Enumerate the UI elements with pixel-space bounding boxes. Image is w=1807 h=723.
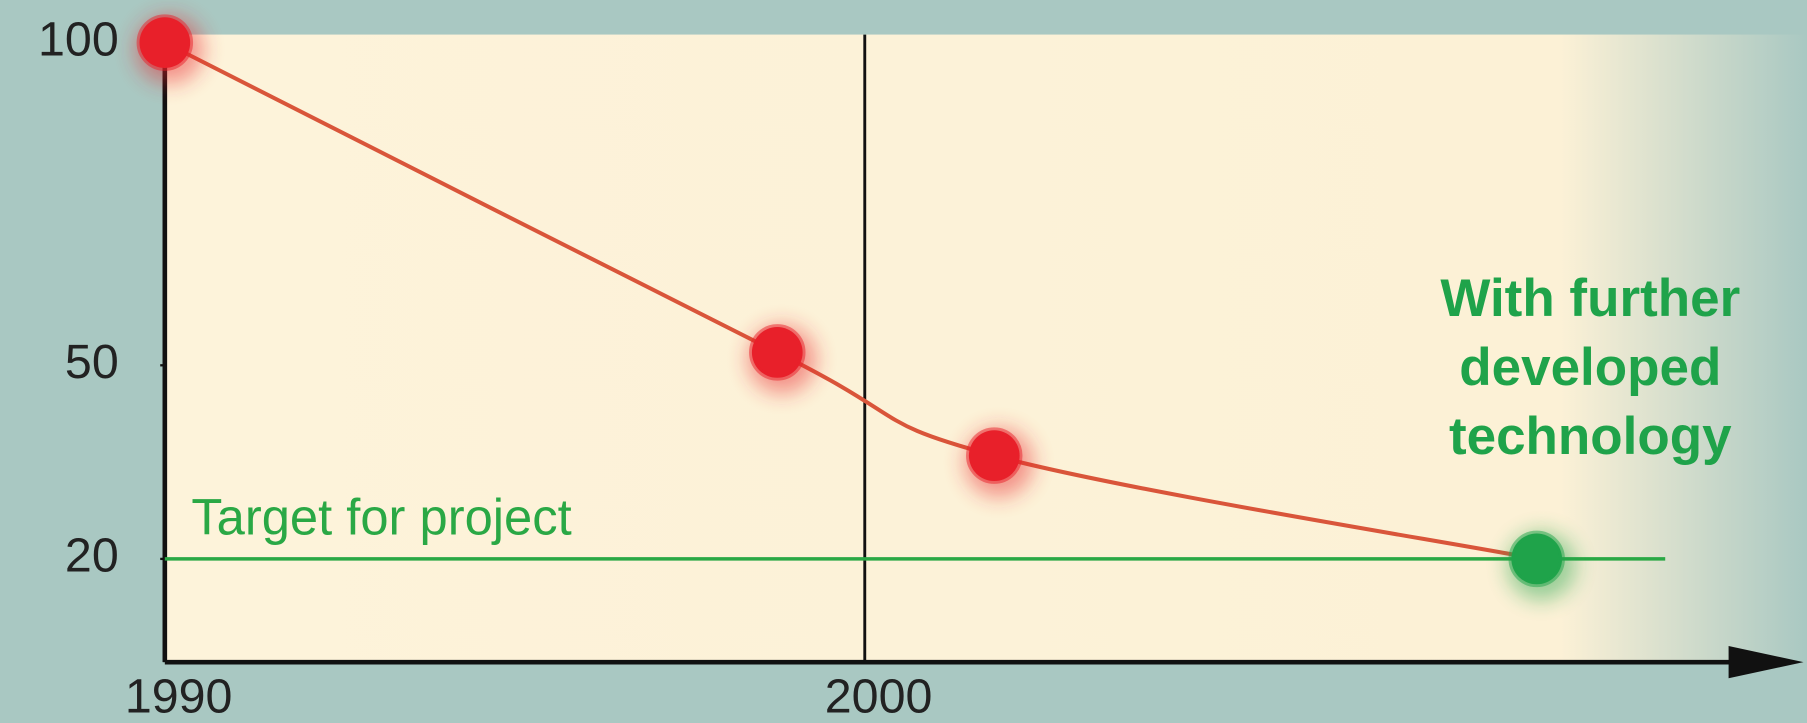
x-tick-label: 1990	[125, 669, 233, 723]
target-label: Target for project	[191, 488, 571, 545]
point	[136, 14, 194, 71]
annotation: technology	[1449, 407, 1732, 466]
x-tick-label: 2000	[825, 669, 933, 723]
y-tick-label: 20	[65, 529, 119, 583]
y-tick-label: 50	[65, 335, 119, 389]
curve	[163, 40, 1538, 561]
annotation: developed	[1459, 338, 1721, 397]
x-axis-arrow	[1728, 646, 1804, 679]
point	[749, 324, 806, 381]
annotation: With further	[1440, 269, 1740, 328]
point	[966, 427, 1023, 484]
point	[1508, 530, 1565, 588]
y-tick-label: 100	[38, 12, 119, 66]
